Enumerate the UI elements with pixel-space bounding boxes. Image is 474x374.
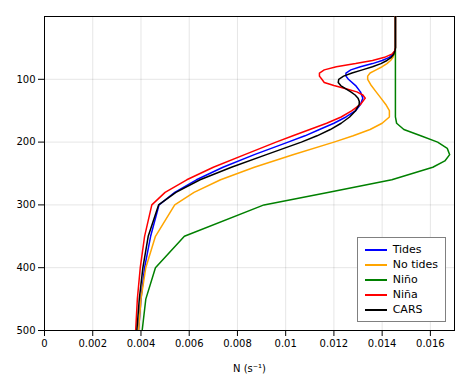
svg-text:N (s⁻¹): N (s⁻¹) [233, 363, 266, 374]
svg-text:400: 400 [16, 262, 35, 273]
html-text:Niña: Niña [392, 288, 418, 301]
svg-text:0.006: 0.006 [175, 338, 204, 349]
svg-text:300: 300 [16, 199, 35, 210]
html-text:CARS: CARS [392, 303, 423, 316]
html-text:No tides: No tides [392, 258, 438, 271]
svg-text:0.01: 0.01 [275, 338, 297, 349]
svg-text:0: 0 [41, 338, 47, 349]
svg-text:200: 200 [16, 136, 35, 147]
svg-text:0.016: 0.016 [416, 338, 445, 349]
svg-text:0.014: 0.014 [368, 338, 397, 349]
html-text:Niño: Niño [392, 273, 418, 286]
svg-text:0.008: 0.008 [223, 338, 252, 349]
svg-text:0.004: 0.004 [127, 338, 156, 349]
html-text:Tides: Tides [392, 243, 422, 256]
svg-text:500: 500 [16, 325, 35, 336]
svg-text:0.012: 0.012 [320, 338, 349, 349]
svg-text:0.002: 0.002 [78, 338, 107, 349]
svg-text:100: 100 [16, 74, 35, 85]
